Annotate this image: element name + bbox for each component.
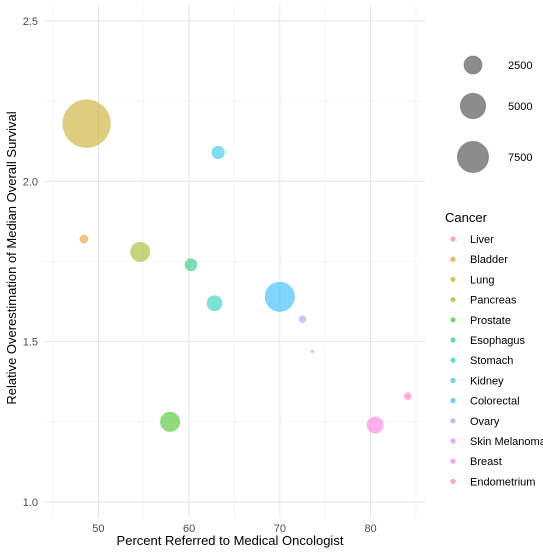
color-legend-title: Cancer xyxy=(445,210,488,225)
data-point-lung xyxy=(62,99,111,148)
data-point-stomach xyxy=(206,295,223,312)
legend-label-bladder: Bladder xyxy=(470,254,508,266)
legend-key-lung xyxy=(450,276,456,282)
x-tick-label: 80 xyxy=(364,523,376,535)
data-point-breast xyxy=(366,416,384,434)
legend-label-endometrium: Endometrium xyxy=(470,476,535,488)
x-tick-label: 50 xyxy=(92,523,104,535)
data-point-colorectal xyxy=(264,281,295,312)
legend-key-stomach xyxy=(450,357,456,363)
data-point-ovary xyxy=(298,315,307,324)
size-legend-label: 7500 xyxy=(508,152,532,164)
legend-key-breast xyxy=(450,458,456,464)
grid: 50 60 70 80 1.0 1.5 2.0 2.5 xyxy=(23,5,425,535)
y-tick-label: 2.0 xyxy=(23,176,38,188)
data-point-skin-melanoma xyxy=(310,349,315,353)
legend-label-colorectal: Colorectal xyxy=(470,396,520,408)
legend-key-endometrium xyxy=(450,478,456,484)
legend-key-bladder xyxy=(450,256,456,262)
size-legend-label: 5000 xyxy=(508,101,532,113)
x-tick-label: 70 xyxy=(274,523,286,535)
legend-label-esophagus: Esophagus xyxy=(470,335,526,347)
legend-key-pancreas xyxy=(450,297,456,303)
x-tick-label: 60 xyxy=(183,523,195,535)
legend-label-breast: Breast xyxy=(470,456,502,468)
y-tick-label: 1.0 xyxy=(23,497,38,509)
data-points xyxy=(62,99,412,434)
legend-label-kidney: Kidney xyxy=(470,375,504,387)
size-legend: 2500 5000 7500 xyxy=(456,55,532,174)
y-tick-label: 1.5 xyxy=(23,337,38,349)
data-point-bladder xyxy=(79,234,89,244)
legend-label-lung: Lung xyxy=(470,274,494,286)
legend-key-liver xyxy=(450,236,456,242)
data-point-endometrium xyxy=(403,392,412,400)
legend-label-prostate: Prostate xyxy=(470,315,511,327)
legend-label-pancreas: Pancreas xyxy=(470,295,517,307)
legend-label-stomach: Stomach xyxy=(470,355,513,367)
data-point-pancreas xyxy=(130,241,151,262)
color-legend: Cancer Liver Bladder Lung Pancreas Prostate E… xyxy=(445,210,543,488)
legend-key-kidney xyxy=(450,377,456,383)
x-axis-label: Percent Referred to Medical Oncologist xyxy=(117,533,344,548)
axes: Percent Referred to Medical Oncologist R… xyxy=(4,111,344,548)
legend-key-prostate xyxy=(450,317,456,323)
data-point-kidney xyxy=(211,145,225,160)
data-point-prostate xyxy=(160,411,181,432)
y-axis-label: Relative Overestimation of Median Overal… xyxy=(4,111,19,404)
size-legend-circle xyxy=(459,92,487,120)
legend-key-ovary xyxy=(450,418,456,424)
legend-label-skin-melanoma: Skin Melanoma xyxy=(470,436,543,448)
data-point-esophagus xyxy=(184,258,198,272)
y-tick-label: 2.5 xyxy=(23,16,38,28)
size-legend-circle xyxy=(463,55,483,75)
size-legend-label: 2500 xyxy=(508,60,532,72)
legend-key-skin-melanoma xyxy=(450,438,456,444)
legend-key-colorectal xyxy=(450,398,456,404)
legend-label-ovary: Ovary xyxy=(470,416,500,428)
legend-key-esophagus xyxy=(450,337,456,343)
legend-label-liver: Liver xyxy=(470,234,494,246)
size-legend-circle xyxy=(456,140,490,174)
